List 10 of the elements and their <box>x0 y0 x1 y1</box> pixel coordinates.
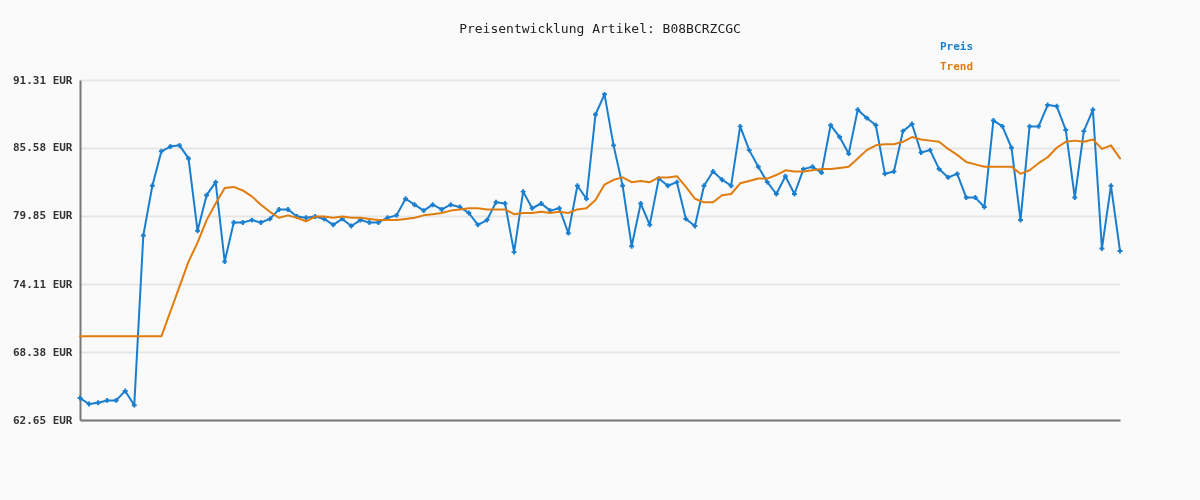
chart-title: Preisentwicklung Artikel: B08BCRZCGC <box>459 21 741 36</box>
y-tick-label: 68.38 EUR <box>12 345 73 359</box>
y-tick-label: 91.31 EUR <box>12 73 73 87</box>
y-tick-label: 85.58 EUR <box>12 141 73 155</box>
text: Trend <box>940 60 974 73</box>
line-series <box>79 136 1121 338</box>
y-tick-label: 62.65 EUR <box>12 413 73 427</box>
y-tick-label: 74.11 EUR <box>12 277 73 291</box>
y-tick-label: 79.85 EUR <box>12 209 73 223</box>
text: Preis <box>940 40 974 53</box>
